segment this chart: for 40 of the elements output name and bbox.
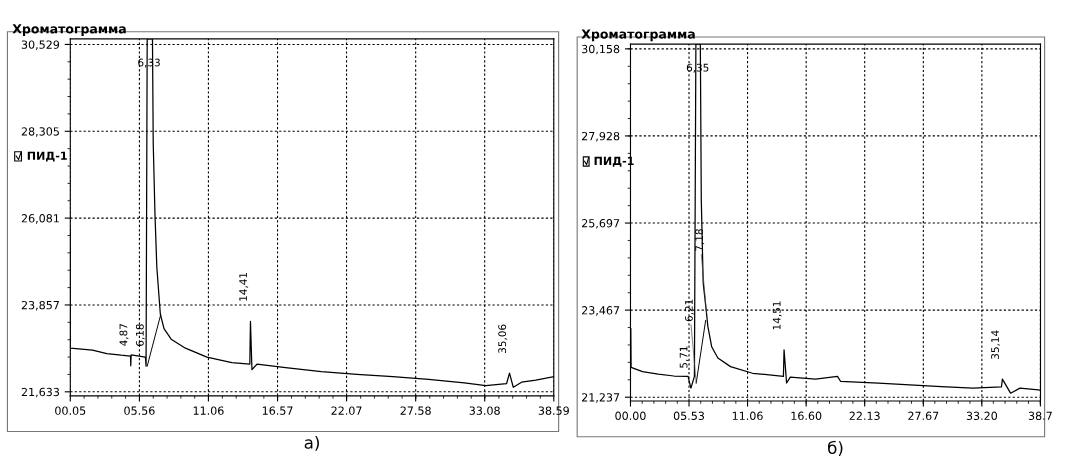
chart-title: Хроматограмма (581, 29, 695, 42)
y-tick-label: 30,529 (21, 40, 60, 50)
annotation: 35,14 (991, 330, 1001, 359)
y-axis-title: ПИД-1 (27, 151, 67, 162)
x-tick-label: 00.00 (615, 411, 646, 421)
annotation: 5,71 (679, 346, 689, 368)
x-tick-label: 11.06 (193, 406, 224, 415)
annotation: 4,87 (119, 324, 129, 346)
x-tick-label: 38.59 (538, 406, 569, 415)
y-tick-label: 21,237 (582, 393, 620, 403)
text: а) (304, 435, 319, 451)
y-tick-label: 21,633 (21, 387, 59, 398)
text: б) (828, 440, 843, 456)
x-tick-label: 16.60 (791, 411, 822, 421)
chart-title: Хроматограмма (12, 24, 126, 36)
x-tick-label: 22.13 (849, 411, 880, 421)
x-tick-label: 22.07 (331, 406, 362, 415)
annotation: 14,41 (239, 272, 249, 301)
x-tick-label: 27.58 (400, 406, 431, 415)
y-tick-label: 26,081 (21, 214, 59, 224)
x-tick-label: 05.53 (673, 411, 705, 421)
annotation: 35,06 (498, 324, 508, 353)
y-tick-label: 23,467 (582, 306, 620, 316)
annotation: 6,21 (684, 299, 694, 322)
annotation: 7,18 (695, 229, 705, 251)
x-tick-label: 11.06 (732, 411, 763, 421)
x-tick-label: 33.20 (966, 411, 998, 421)
x-tick-label: 38.7 (1028, 411, 1052, 421)
y-tick-label: 28,305 (21, 127, 59, 137)
y-tick-label: 25,697 (582, 219, 620, 229)
x-tick-label: 27.67 (908, 411, 939, 421)
x-tick-label: 16.57 (262, 406, 293, 415)
annotation: 6,18 (135, 324, 145, 346)
y-tick-label: 30,158 (582, 44, 620, 55)
x-tick-label: 00.05 (55, 406, 86, 415)
annotation: 14,51 (772, 301, 782, 330)
x-tick-label: 05.56 (124, 406, 155, 415)
y-tick-label: 23,857 (21, 300, 59, 311)
x-tick-label: 33.08 (469, 406, 500, 415)
y-tick-label: 27,928 (582, 131, 620, 142)
